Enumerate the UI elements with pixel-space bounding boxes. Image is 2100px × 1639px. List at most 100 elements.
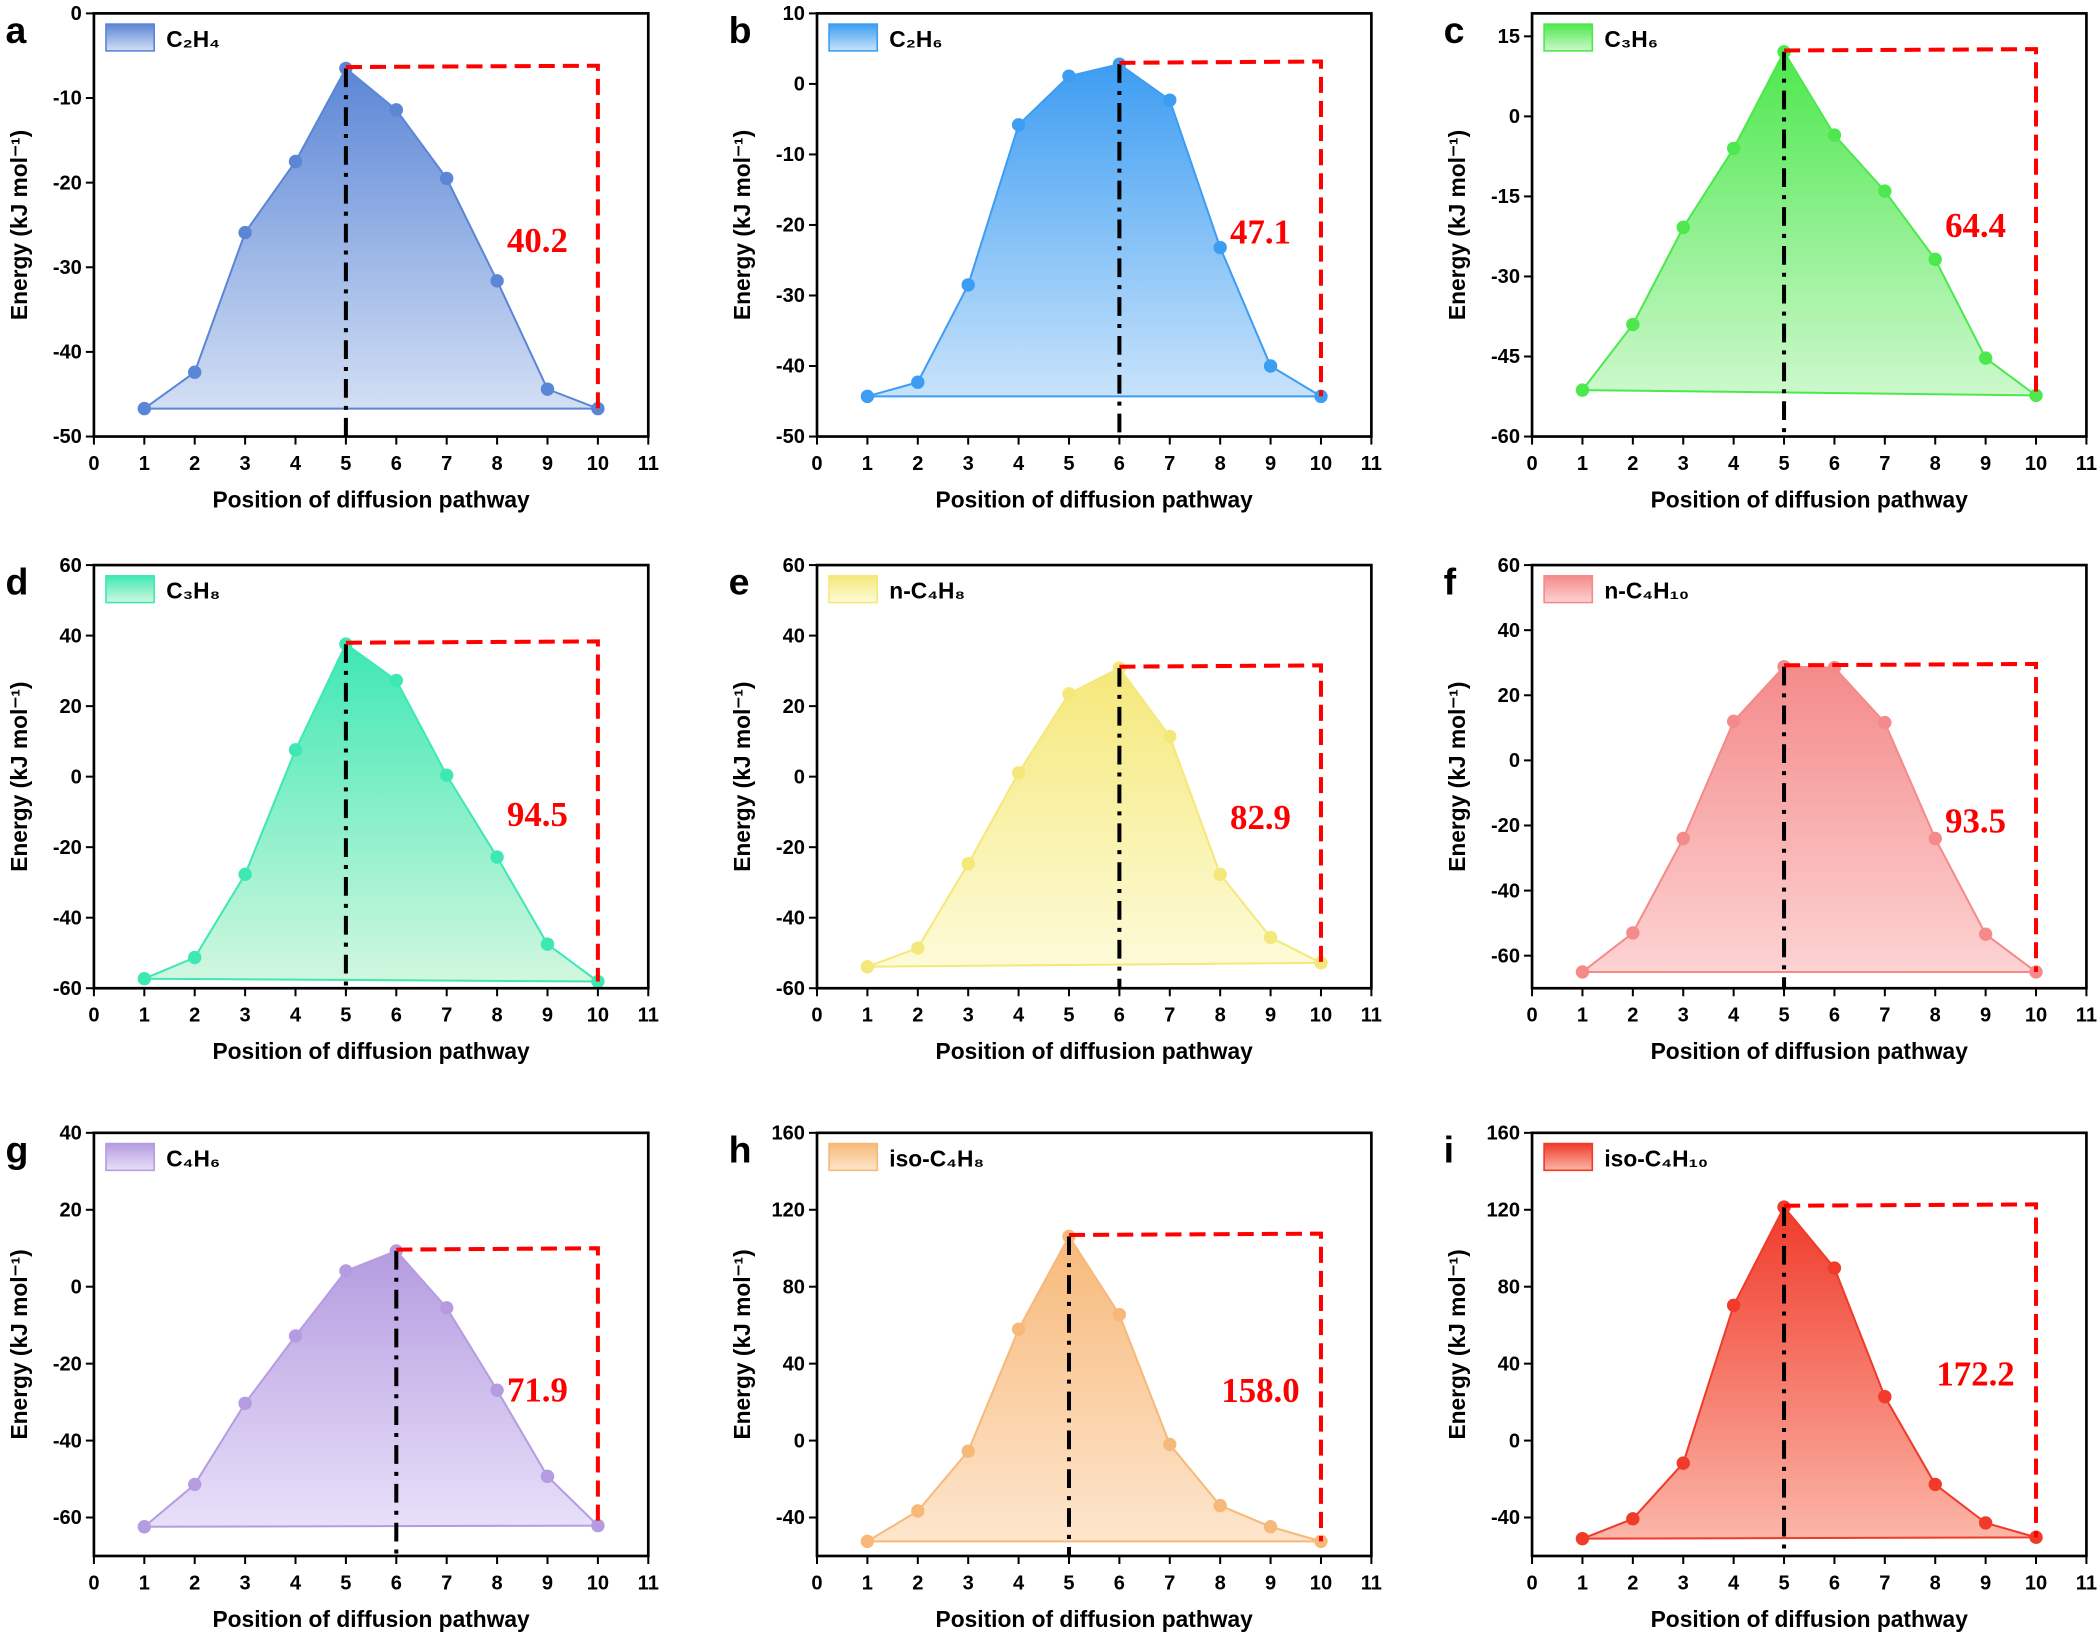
data-point xyxy=(1263,359,1278,373)
x-tick-label: 11 xyxy=(638,1005,659,1027)
data-point xyxy=(1011,766,1026,780)
data-point xyxy=(540,382,555,396)
plot-frame xyxy=(92,12,650,438)
y-tick-label: -20 xyxy=(776,837,805,859)
x-tick-label: 1 xyxy=(139,453,150,475)
x-tick-label: 9 xyxy=(542,1572,553,1594)
plot-frame xyxy=(1530,12,2088,438)
data-point xyxy=(389,103,403,117)
x-tick-label: 3 xyxy=(240,453,251,475)
legend-label: C₃H₈ xyxy=(166,578,220,604)
x-tick-label: 11 xyxy=(1361,1005,1382,1027)
data-point xyxy=(1878,715,1892,730)
data-point xyxy=(288,154,303,169)
data-point xyxy=(591,401,605,416)
x-tick-label: 10 xyxy=(587,1572,609,1594)
y-tick-label: -60 xyxy=(1491,426,1520,448)
data-point xyxy=(490,1383,504,1397)
x-tick-label: 8 xyxy=(1215,1572,1226,1594)
data-point xyxy=(1575,1531,1590,1546)
x-tick-label: 3 xyxy=(963,1005,974,1027)
y-axis-label: Energy (kJ mol⁻¹) xyxy=(1444,130,1470,320)
legend-swatch xyxy=(1543,1142,1594,1172)
x-tick-label: 1 xyxy=(139,1005,150,1027)
x-tick-label: 2 xyxy=(1627,1005,1638,1027)
data-point xyxy=(1626,926,1640,940)
x-tick-label: 3 xyxy=(1678,1005,1689,1027)
x-tick-label: 7 xyxy=(1879,453,1890,475)
y-axis-label: Energy (kJ mol⁻¹) xyxy=(729,682,755,872)
data-point xyxy=(1928,252,1942,267)
y-tick-label: 80 xyxy=(783,1276,805,1298)
legend-swatch xyxy=(828,1142,879,1172)
data-point xyxy=(490,274,504,288)
y-tick-label: -50 xyxy=(776,426,805,448)
y-tick-label: 40 xyxy=(783,1353,805,1375)
data-point xyxy=(1978,351,1993,365)
x-tick-label: 11 xyxy=(638,453,659,475)
panel-label: a xyxy=(6,9,28,51)
x-tick-label: 7 xyxy=(1879,1005,1890,1027)
x-tick-label: 4 xyxy=(1013,453,1025,475)
barrier-bracket xyxy=(1119,663,1323,963)
data-point xyxy=(1575,383,1590,397)
x-tick-label: 11 xyxy=(2076,453,2097,475)
x-axis-label: Position of diffusion pathway xyxy=(936,1606,1254,1632)
y-tick-label: 60 xyxy=(783,555,805,577)
plot-frame xyxy=(1530,1131,2088,1558)
barrier-value: 82.9 xyxy=(1230,798,1291,837)
panel-label: g xyxy=(6,1128,29,1170)
x-tick-label: 9 xyxy=(1980,1572,1991,1594)
y-tick-label: -40 xyxy=(776,1507,805,1529)
y-tick-label: -20 xyxy=(53,172,82,194)
x-tick-label: 0 xyxy=(88,1005,99,1027)
data-point xyxy=(1928,831,1942,846)
data-point xyxy=(339,1264,353,1278)
y-tick-label: 40 xyxy=(783,625,805,647)
panel-a: 40.2 0 1 2 3 4 5 6 7 8 9 10 11 -50 -40 -30 -20 -10 0 Positi… xyxy=(6,3,659,512)
x-tick-label: 3 xyxy=(1678,1572,1689,1594)
x-tick-label: 9 xyxy=(1265,453,1276,475)
y-tick-label: 20 xyxy=(783,696,805,718)
x-tick-label: 6 xyxy=(391,1005,402,1027)
x-tick-label: 11 xyxy=(1361,453,1382,475)
x-tick-label: 2 xyxy=(189,453,200,475)
panel-label: f xyxy=(1444,561,1457,603)
data-point xyxy=(490,850,504,864)
data-point xyxy=(961,1444,975,1458)
barrier-bracket xyxy=(1068,1231,1323,1542)
y-tick-label: -20 xyxy=(776,215,805,237)
panel-label: e xyxy=(729,561,750,603)
x-tick-label: 7 xyxy=(1164,1005,1175,1027)
y-tick-label: 0 xyxy=(794,74,805,96)
legend-label: n-C₄H₈ xyxy=(889,578,965,604)
panel-label: i xyxy=(1444,1128,1454,1170)
x-tick-label: 8 xyxy=(492,453,503,475)
x-axis-label: Position of diffusion pathway xyxy=(1651,487,1969,513)
x-tick-label: 10 xyxy=(2025,453,2047,475)
y-tick-label: 40 xyxy=(60,1123,82,1145)
data-point xyxy=(911,1504,925,1518)
x-tick-label: 7 xyxy=(1164,1572,1175,1594)
data-point xyxy=(1928,1477,1942,1492)
x-tick-label: 8 xyxy=(1930,453,1941,475)
x-tick-label: 6 xyxy=(1114,453,1125,475)
barrier-bracket xyxy=(1119,59,1323,397)
x-tick-label: 0 xyxy=(88,453,99,475)
y-tick-label: -60 xyxy=(1491,945,1520,967)
x-tick-label: 9 xyxy=(1980,1005,1991,1027)
panel-label: b xyxy=(729,9,752,51)
y-tick-label: -40 xyxy=(776,356,805,378)
y-tick-label: 0 xyxy=(71,3,82,25)
x-axis-label: Position of diffusion pathway xyxy=(1651,1606,1969,1632)
barrier-value: 93.5 xyxy=(1945,802,2006,841)
x-tick-label: 10 xyxy=(2025,1005,2047,1027)
x-tick-label: 5 xyxy=(1778,1572,1789,1594)
x-tick-label: 3 xyxy=(963,453,974,475)
y-tick-label: 0 xyxy=(71,1276,82,1298)
x-tick-label: 11 xyxy=(638,1572,659,1594)
data-point xyxy=(1314,956,1328,970)
x-tick-label: 4 xyxy=(1728,453,1740,475)
legend-label: C₄H₆ xyxy=(166,1145,220,1171)
data-point xyxy=(1726,714,1741,729)
